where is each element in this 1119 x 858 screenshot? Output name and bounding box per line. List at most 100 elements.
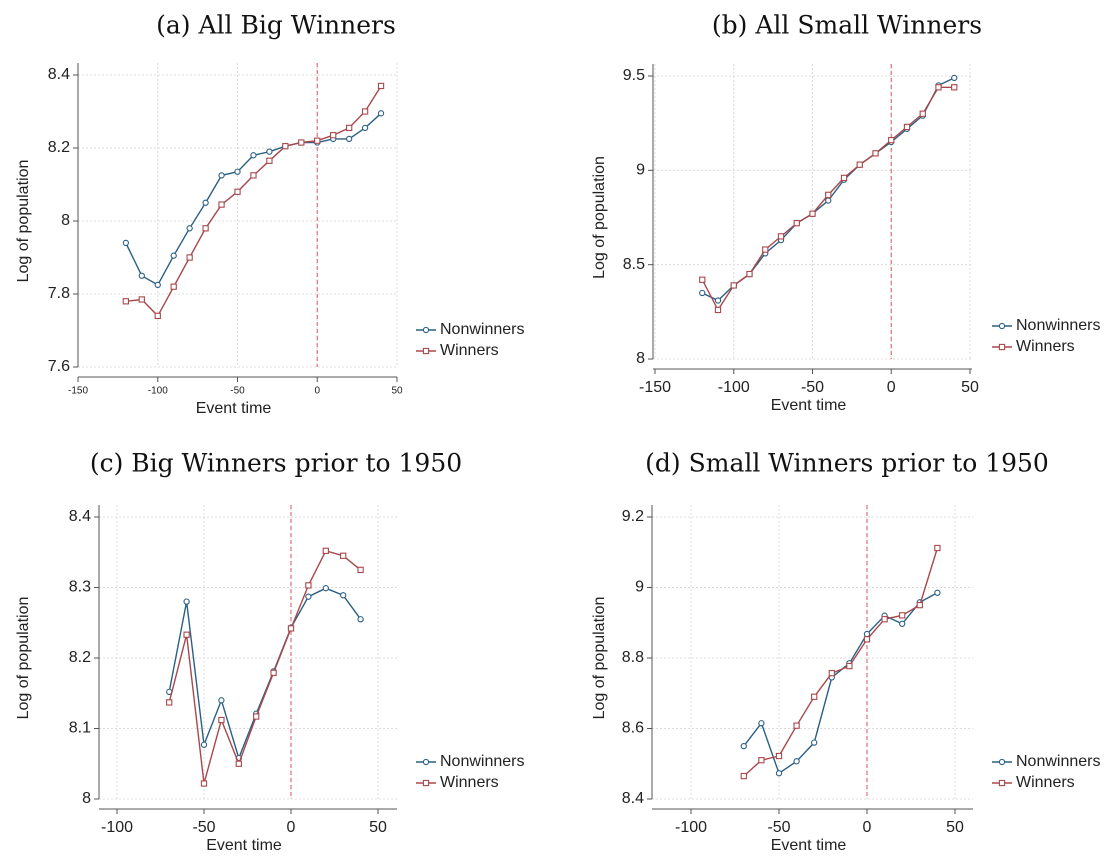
y-tick-label: 8.2: [48, 139, 70, 156]
data-point-winners: [793, 220, 800, 227]
legend-marker-square: [998, 779, 1006, 787]
data-point-winners: [122, 298, 129, 305]
y-tick-label: 8.8: [622, 649, 644, 666]
y-tick-label: 8.4: [69, 508, 91, 525]
data-point-winners: [951, 84, 958, 91]
data-point-nonwinners: [793, 758, 800, 765]
data-point-nonwinners: [899, 620, 906, 627]
data-point-winners: [714, 306, 722, 314]
series-line-nonwinners: [701, 77, 955, 302]
data-point-winners: [138, 296, 145, 303]
data-point-nonwinners: [361, 124, 369, 132]
legend-label: Winners: [440, 342, 499, 359]
x-tick-label: -100: [148, 386, 168, 397]
series-line-nonwinners: [743, 592, 938, 775]
x-axis-title: Event time: [196, 400, 272, 417]
x-tick-label: 50: [946, 819, 964, 836]
data-point-winners: [762, 246, 769, 253]
x-tick-label: -50: [192, 819, 215, 836]
legend-label: Nonwinners: [1016, 753, 1100, 770]
chart-panel-d: (d) Small Winners prior to 1950 8.4 8.6 8.8…: [591, 449, 1100, 855]
legend-marker-square: [422, 779, 430, 787]
x-tick-label: 0: [887, 379, 896, 396]
legend-label: Winners: [440, 774, 499, 791]
data-point-winners: [170, 283, 177, 290]
data-point-winners: [863, 636, 871, 643]
x-axis-title: Event time: [771, 397, 847, 414]
legend: Nonwinners Winners: [992, 753, 1100, 791]
x-tick-label: 50: [369, 819, 387, 836]
data-point-winners: [345, 124, 353, 132]
data-point-nonwinners: [305, 593, 312, 600]
data-point-winners: [314, 137, 321, 144]
data-point-nonwinners: [775, 770, 783, 777]
chart-panel-c: (c) Big Winners prior to 1950 8 8.1 8.2 8.3 8…: [15, 449, 524, 855]
y-axis-title: Log of population: [591, 156, 608, 279]
panel-title: (b) All Small Winners: [712, 11, 982, 40]
data-point-winners: [881, 616, 888, 623]
x-axis-title: Event time: [206, 837, 282, 854]
data-point-nonwinners: [934, 589, 941, 596]
data-point-winners: [758, 757, 765, 764]
data-point-nonwinners: [345, 135, 353, 143]
data-point-nonwinners: [218, 172, 225, 179]
data-point-nonwinners: [183, 598, 190, 605]
x-tick-label: -50: [230, 386, 245, 397]
data-point-winners: [840, 174, 848, 182]
y-tick-label: 9.5: [623, 67, 645, 84]
data-point-nonwinners: [699, 289, 706, 297]
data-point-nonwinners: [200, 741, 208, 748]
data-point-winners: [777, 233, 785, 240]
panel-title: (d) Small Winners prior to 1950: [645, 449, 1049, 478]
data-point-winners: [888, 136, 895, 144]
data-point-winners: [935, 84, 942, 91]
legend-label: Nonwinners: [1016, 317, 1100, 334]
data-point-winners: [793, 722, 800, 729]
data-point-winners: [330, 132, 337, 139]
x-tick-label: -100: [101, 819, 133, 836]
legend-marker-square: [422, 347, 430, 355]
data-point-winners: [287, 625, 295, 632]
data-point-winners: [186, 254, 193, 261]
series-line-nonwinners: [125, 112, 382, 286]
data-point-winners: [919, 110, 926, 117]
chart-panel-a: (a) All Big Winners 7.6 7.8 8 8.2 8.4 -150 -100…: [15, 11, 524, 418]
legend-marker-square: [998, 343, 1006, 351]
data-point-winners: [200, 780, 208, 787]
y-tick-label: 9: [635, 579, 644, 596]
y-tick-label: 7.6: [48, 358, 70, 375]
data-point-winners: [699, 276, 706, 283]
series-line-winners: [168, 549, 362, 784]
data-point-winners: [872, 150, 879, 157]
data-point-winners: [903, 123, 911, 131]
x-tick-label: -150: [639, 379, 671, 396]
data-point-nonwinners: [714, 297, 722, 304]
y-tick-label: 7.8: [48, 285, 70, 302]
series-line-winners: [743, 547, 939, 777]
data-point-nonwinners: [138, 272, 145, 279]
y-tick-label: 8: [82, 790, 91, 807]
legend-label: Nonwinners: [440, 321, 524, 338]
y-tick-label: 8.6: [622, 720, 644, 737]
y-tick-label: 8.1: [69, 720, 91, 737]
y-tick-label: 8: [61, 212, 70, 229]
data-point-winners: [253, 713, 260, 720]
x-tick-label: -100: [675, 819, 707, 836]
x-axis-title: Event time: [771, 837, 847, 854]
data-point-winners: [218, 201, 225, 208]
data-point-nonwinners: [186, 225, 193, 232]
data-point-winners: [377, 82, 385, 90]
data-point-nonwinners: [863, 630, 871, 638]
data-point-nonwinners: [234, 168, 241, 175]
legend-marker-circle: [422, 758, 430, 766]
x-tick-label: 50: [961, 379, 979, 396]
data-point-winners: [270, 669, 277, 676]
series-line-winners: [125, 85, 382, 318]
y-tick-label: 8.2: [69, 649, 91, 666]
data-point-nonwinners: [825, 197, 832, 204]
x-tick-label: -50: [801, 379, 824, 396]
data-point-winners: [846, 662, 853, 670]
data-point-winners: [746, 270, 753, 278]
data-point-nonwinners: [811, 739, 818, 746]
